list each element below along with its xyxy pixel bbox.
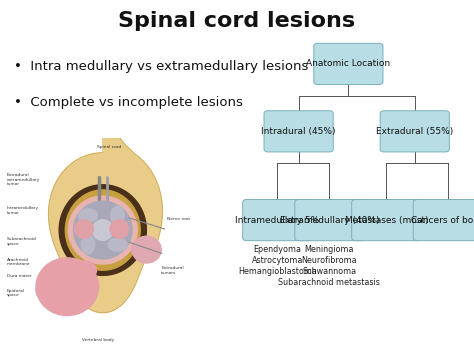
Ellipse shape — [72, 261, 97, 279]
Circle shape — [92, 220, 113, 240]
Polygon shape — [48, 120, 163, 313]
Text: Anatomic Location: Anatomic Location — [306, 59, 391, 69]
Text: Extradural
extramedullary
tumor: Extradural extramedullary tumor — [7, 174, 40, 186]
Text: •  Intra medullary vs extramedullary lesions: • Intra medullary vs extramedullary lesi… — [14, 60, 309, 73]
Text: Cancers of bone: Cancers of bone — [411, 215, 474, 225]
Ellipse shape — [42, 264, 72, 285]
Text: Subarachnoid
space: Subarachnoid space — [7, 237, 36, 246]
Polygon shape — [68, 196, 137, 264]
Text: Dura mater: Dura mater — [7, 274, 32, 278]
FancyBboxPatch shape — [243, 200, 312, 241]
FancyBboxPatch shape — [295, 200, 364, 241]
Text: Meningioma
Neurofibroma
Schwannoma
Subarachnoid metastasis: Meningioma Neurofibroma Schwannoma Subar… — [279, 245, 380, 287]
Polygon shape — [65, 190, 140, 270]
Ellipse shape — [111, 206, 124, 225]
Text: Intramedullary
tumor: Intramedullary tumor — [7, 206, 39, 215]
Ellipse shape — [108, 238, 127, 251]
Ellipse shape — [36, 283, 57, 299]
Text: Ependyoma
Astrocytoma
Hemangioblastoma: Ependyoma Astrocytoma Hemangioblastoma — [238, 245, 317, 276]
FancyBboxPatch shape — [314, 43, 383, 84]
Polygon shape — [59, 185, 146, 275]
Text: Spinal cord: Spinal cord — [97, 144, 121, 149]
FancyBboxPatch shape — [380, 111, 449, 152]
Ellipse shape — [36, 258, 99, 316]
Ellipse shape — [81, 235, 95, 254]
Text: Intramedullary 5%: Intramedullary 5% — [235, 215, 319, 225]
Text: Intradural (45%): Intradural (45%) — [261, 127, 336, 136]
Text: Metastases (most): Metastases (most) — [345, 215, 428, 225]
Text: •  Complete vs incomplete lesions: • Complete vs incomplete lesions — [14, 96, 243, 109]
FancyBboxPatch shape — [352, 200, 421, 241]
Ellipse shape — [132, 236, 161, 263]
Ellipse shape — [110, 220, 129, 238]
Text: Nerve root: Nerve root — [167, 217, 191, 221]
FancyBboxPatch shape — [264, 111, 333, 152]
Text: Epidural
space: Epidural space — [7, 289, 25, 297]
Text: Spinal cord lesions: Spinal cord lesions — [118, 11, 356, 31]
Polygon shape — [73, 201, 132, 259]
Text: Extramedullary (40%): Extramedullary (40%) — [280, 215, 379, 225]
Text: Arachnoid
membrane: Arachnoid membrane — [7, 258, 30, 266]
Text: Extradural
tumors: Extradural tumors — [161, 266, 184, 274]
Text: Extradural (55%): Extradural (55%) — [376, 127, 453, 136]
Text: Vertebral body: Vertebral body — [82, 338, 115, 342]
FancyBboxPatch shape — [413, 200, 474, 241]
Ellipse shape — [79, 209, 97, 222]
Ellipse shape — [74, 220, 93, 238]
